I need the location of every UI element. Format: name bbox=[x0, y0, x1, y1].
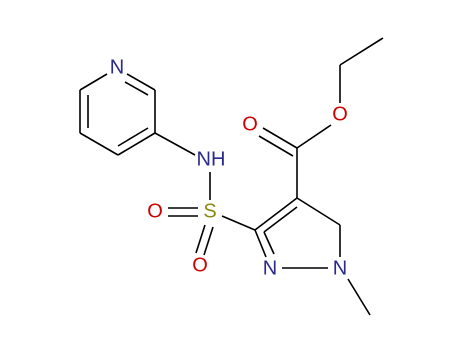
atom-label: N bbox=[110, 56, 124, 78]
atom-label: S bbox=[203, 200, 216, 222]
atom-label: O bbox=[192, 254, 208, 276]
atom-label: NH bbox=[197, 148, 226, 170]
atom-label: O bbox=[242, 113, 258, 135]
atom-label: N bbox=[263, 257, 277, 279]
atom-label: O bbox=[147, 200, 163, 222]
atom-label: O bbox=[332, 103, 348, 125]
atom-label: N bbox=[333, 257, 347, 279]
bonds bbox=[79, 37, 384, 316]
